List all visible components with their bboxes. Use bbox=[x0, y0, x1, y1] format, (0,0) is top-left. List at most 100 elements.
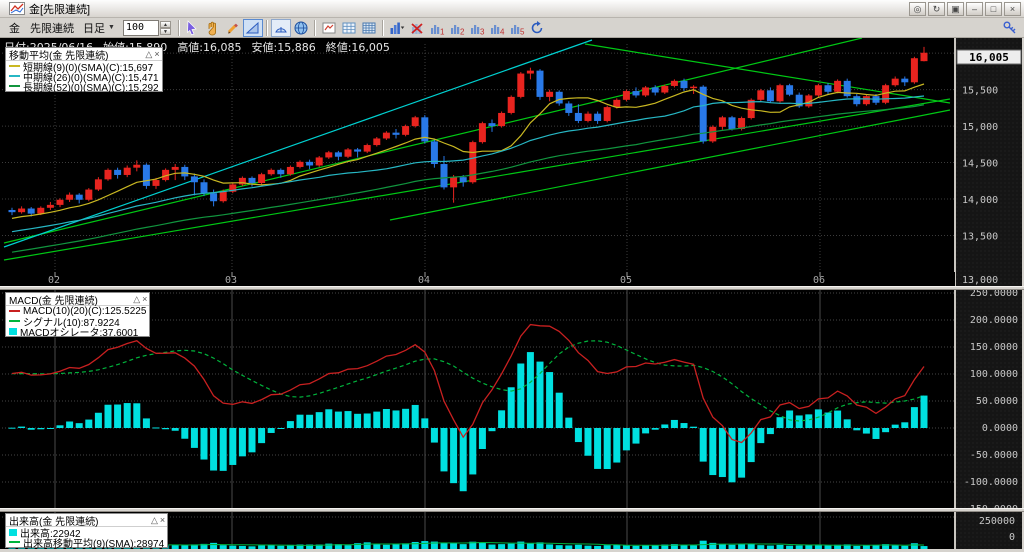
legend-label: MACDオシレータ:37.6001 bbox=[20, 327, 139, 339]
remove-indicator-button[interactable] bbox=[407, 19, 427, 37]
svg-text:15,500: 15,500 bbox=[962, 86, 998, 97]
legend-row: シグナル(10):87.9224 bbox=[6, 316, 149, 329]
svg-text:2: 2 bbox=[460, 27, 465, 36]
legend-close-icon[interactable]: × bbox=[142, 293, 148, 304]
legend-label: 出来高:22942 bbox=[20, 528, 81, 540]
spinner-down-icon[interactable]: ▼ bbox=[159, 27, 171, 35]
pencil-tool-button[interactable] bbox=[223, 19, 243, 37]
legend-swatch bbox=[9, 320, 20, 322]
svg-text:150.0000: 150.0000 bbox=[970, 342, 1018, 353]
indicator-4-button[interactable]: 4 bbox=[487, 19, 507, 37]
globe-button[interactable] bbox=[291, 19, 311, 37]
pin-button[interactable]: ◎ bbox=[909, 1, 926, 16]
contract-label: 先限連続 bbox=[30, 22, 74, 35]
grid-dense-view-button[interactable] bbox=[359, 19, 379, 37]
macd-legend[interactable]: MACD(金 先限連続) △ × MACD(10)(20)(C):125.5225… bbox=[5, 292, 151, 339]
svg-text:02: 02 bbox=[48, 275, 60, 286]
indicator-5-button[interactable]: 5 bbox=[507, 19, 527, 37]
close-button[interactable]: × bbox=[1004, 1, 1021, 16]
legend-label: 出来高移動平均(9)(SMA):28974 bbox=[23, 538, 165, 550]
maximize-button[interactable]: □ bbox=[985, 1, 1002, 16]
volume-legend-title: 出来高(金 先限連続) bbox=[9, 516, 99, 528]
minimize-button[interactable]: – bbox=[966, 1, 983, 16]
svg-text:-150.0000: -150.0000 bbox=[964, 504, 1018, 508]
ma-legend-title: 移動平均(金 先限連続) bbox=[9, 50, 109, 62]
refresh-button[interactable] bbox=[527, 19, 547, 37]
legend-minimize-icon[interactable]: △ bbox=[150, 514, 158, 525]
app-chart-icon bbox=[9, 2, 25, 15]
svg-text:05: 05 bbox=[620, 275, 632, 286]
svg-text:5: 5 bbox=[520, 27, 525, 36]
volume-panel: 250000 0 出来高(金 先限連続) △ × 出来高:22942 出来高移動平均(… bbox=[0, 512, 1024, 552]
settings-key-button[interactable] bbox=[1000, 19, 1020, 37]
price-panel: 02 03 04 05 06 13,000 15,500 15,000 14,500 14,000… bbox=[0, 38, 1024, 286]
bar-count-input[interactable] bbox=[122, 19, 159, 36]
panel-divider[interactable] bbox=[0, 508, 1024, 512]
macd-panel: 250.0000 200.0000 150.0000 100.0000 50.0000 0… bbox=[0, 290, 1024, 508]
info-close: 終値:16,005 bbox=[325, 41, 390, 54]
info-high: 高値:16,085 bbox=[177, 41, 242, 54]
legend-row: 中期線(26)(0)(SMA)(C):15,471 bbox=[6, 71, 162, 84]
svg-text:15,000: 15,000 bbox=[962, 122, 998, 133]
legend-label: シグナル(10):87.9224 bbox=[23, 317, 120, 329]
legend-swatch bbox=[9, 85, 20, 87]
svg-text:50.0000: 50.0000 bbox=[976, 396, 1018, 407]
legend-close-icon[interactable]: × bbox=[154, 48, 160, 59]
legend-label: 中期線(26)(0)(SMA)(C):15,471 bbox=[23, 72, 159, 84]
svg-text:06: 06 bbox=[813, 275, 825, 286]
volume-legend[interactable]: 出来高(金 先限連続) △ × 出来高:22942 出来高移動平均(9)(SMA):… bbox=[5, 513, 169, 550]
chart-type-button[interactable] bbox=[387, 19, 407, 37]
legend-row: 出来高:22942 bbox=[6, 527, 167, 540]
svg-text:0: 0 bbox=[1009, 532, 1015, 543]
title-bar: 金[先限連続] ◎ ↻ ▣ – □ × bbox=[0, 0, 1024, 18]
legend-row: 長期線(52)(0)(SMA)(C):15,292 bbox=[6, 81, 162, 94]
timeframe-select[interactable]: 日足 ▼ bbox=[83, 22, 115, 35]
svg-text:0.0000: 0.0000 bbox=[982, 423, 1018, 434]
macd-chart-plot[interactable]: 250.0000 200.0000 150.0000 100.0000 50.0000 0… bbox=[0, 290, 1024, 508]
svg-text:1: 1 bbox=[440, 27, 445, 36]
ma-legend[interactable]: 移動平均(金 先限連続) △ × 短期線(9)(0)(SMA)(C):15,697… bbox=[5, 47, 163, 94]
svg-text:4: 4 bbox=[500, 27, 505, 36]
symbol-label: 金 bbox=[9, 22, 20, 35]
macd-legend-title: MACD(金 先限連続) bbox=[9, 295, 98, 307]
info-low: 安値:15,886 bbox=[251, 41, 316, 54]
indicator-3-button[interactable]: 3 bbox=[467, 19, 487, 37]
svg-text:14,000: 14,000 bbox=[962, 195, 998, 206]
measure-tool-button[interactable] bbox=[270, 18, 291, 37]
legend-row: MACD(10)(20)(C):125.5225 bbox=[6, 305, 149, 317]
svg-text:13,000: 13,000 bbox=[962, 275, 998, 286]
indicator-2-button[interactable]: 2 bbox=[447, 19, 467, 37]
indicator-1-button[interactable]: 1 bbox=[427, 19, 447, 37]
legend-swatch bbox=[9, 528, 17, 536]
svg-text:250.0000: 250.0000 bbox=[970, 290, 1018, 299]
legend-minimize-icon[interactable]: △ bbox=[145, 48, 153, 59]
chevron-down-icon: ▼ bbox=[108, 24, 115, 31]
legend-swatch bbox=[9, 310, 20, 312]
legend-swatch bbox=[9, 327, 17, 335]
legend-label: 長期線(52)(0)(SMA)(C):15,292 bbox=[23, 82, 159, 94]
hand-tool-button[interactable] bbox=[203, 19, 223, 37]
legend-row: MACDオシレータ:37.6001 bbox=[6, 326, 149, 339]
cascade-button[interactable]: ▣ bbox=[947, 1, 964, 16]
spinner-up-icon[interactable]: ▲ bbox=[159, 20, 171, 28]
chart-area: 02 03 04 05 06 13,000 15,500 15,000 14,500 14,000… bbox=[0, 38, 1024, 552]
draw-tool-button[interactable] bbox=[242, 18, 263, 37]
svg-text:03: 03 bbox=[225, 275, 237, 286]
legend-swatch bbox=[9, 541, 20, 543]
svg-text:200.0000: 200.0000 bbox=[970, 315, 1018, 326]
grid-view-button[interactable] bbox=[339, 19, 359, 37]
new-chart-window-button[interactable] bbox=[319, 19, 339, 37]
refresh-window-button[interactable]: ↻ bbox=[928, 1, 945, 16]
svg-text:3: 3 bbox=[480, 27, 485, 36]
svg-text:-100.0000: -100.0000 bbox=[964, 477, 1018, 488]
svg-text:13,500: 13,500 bbox=[962, 232, 998, 243]
svg-text:100.0000: 100.0000 bbox=[970, 369, 1018, 380]
panel-divider[interactable] bbox=[0, 286, 1024, 290]
legend-row: 出来高移動平均(9)(SMA):28974 bbox=[6, 537, 167, 550]
legend-label: MACD(10)(20)(C):125.5225 bbox=[23, 305, 147, 317]
legend-close-icon[interactable]: × bbox=[159, 514, 166, 525]
svg-text:250000: 250000 bbox=[979, 516, 1015, 527]
legend-minimize-icon[interactable]: △ bbox=[133, 293, 141, 304]
cursor-tool-button[interactable] bbox=[183, 19, 203, 37]
